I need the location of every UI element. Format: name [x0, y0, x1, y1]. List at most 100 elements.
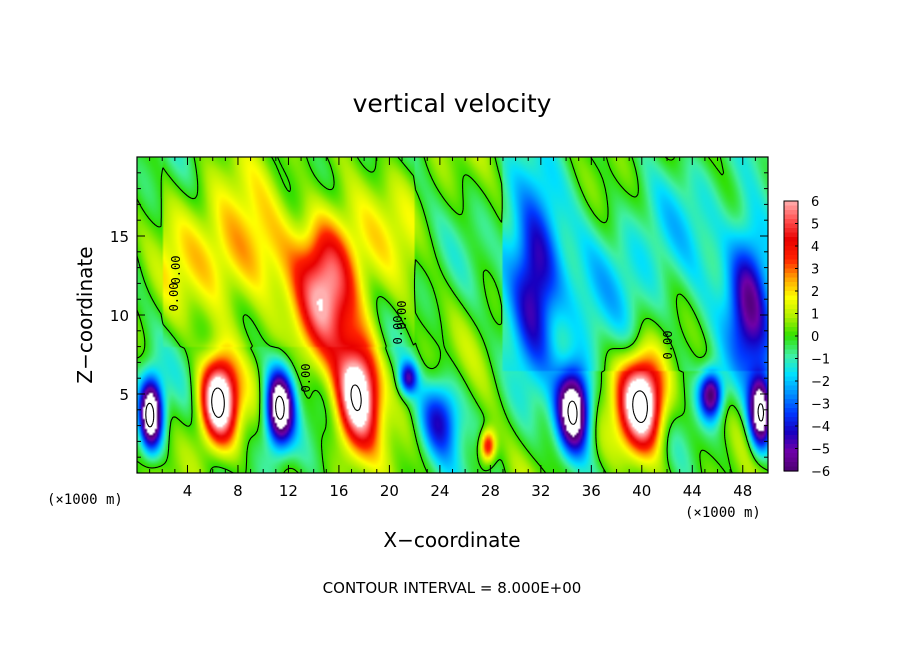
colorbar-segment-38 — [784, 372, 798, 378]
contour-label-2: 0.00 — [395, 301, 409, 330]
x-tick-label-6: 28 — [481, 482, 500, 500]
colorbar-segment-33 — [784, 349, 798, 355]
colorbar-segment-59 — [784, 466, 798, 472]
colorbar-label-8: −2 — [811, 375, 830, 390]
colorbar-segment-47 — [784, 412, 798, 418]
x-tick-label-7: 32 — [531, 482, 550, 500]
colorbar-segment-3 — [784, 214, 798, 220]
colorbar-segment-35 — [784, 358, 798, 364]
colorbar-segment-45 — [784, 403, 798, 409]
colorbar-segment-22 — [784, 300, 798, 306]
colorbar: 6 5 4 3 2 1 0 −1 −2 −3 −4 −5 −6 — [783, 195, 830, 480]
colorbar-label-9: −3 — [811, 398, 830, 413]
x-tick-label-8: 36 — [582, 482, 601, 500]
colorbar-label-3: 3 — [811, 263, 819, 278]
chart-title: vertical velocity — [353, 89, 552, 118]
x-axis-title: X−coordinate — [383, 528, 520, 552]
contour-label-0: 0.00 — [167, 283, 181, 312]
y-axis-title: Z−coordinate — [73, 246, 97, 383]
colorbar-segment-55 — [784, 448, 798, 454]
contour-labels: 0.000.000.000.000.000.00 — [167, 256, 675, 393]
colorbar-segment-40 — [784, 381, 798, 387]
x-tick-label-9: 40 — [632, 482, 651, 500]
colorbar-segment-43 — [784, 394, 798, 400]
colorbar-label-4: 2 — [811, 285, 819, 300]
colorbar-label-0: 6 — [811, 195, 819, 210]
colorbar-label-11: −5 — [811, 443, 830, 458]
colorbar-segment-25 — [784, 313, 798, 319]
colorbar-segment-13 — [784, 259, 798, 265]
colorbar-segment-10 — [784, 246, 798, 252]
y-tick-label-1: 10 — [110, 307, 129, 325]
y-axis-ticks: 5 10 15 — [110, 172, 768, 458]
y-tick-label-0: 5 — [119, 386, 129, 404]
colorbar-segment-7 — [784, 232, 798, 238]
colorbar-segment-27 — [784, 322, 798, 328]
colorbar-label-12: −6 — [811, 465, 830, 480]
x-tick-label-1: 8 — [233, 482, 243, 500]
colorbar-segment-11 — [784, 250, 798, 256]
colorbar-segment-42 — [784, 390, 798, 396]
x-tick-label-5: 24 — [430, 482, 449, 500]
colorbar-segment-0 — [784, 201, 798, 207]
colorbar-label-6: 0 — [811, 330, 819, 345]
colorbar-segment-36 — [784, 363, 798, 369]
colorbar-segment-41 — [784, 385, 798, 391]
plot-area: 0.000.000.000.000.000.00 4 8 12 16 20 24 28 32 3… — [110, 156, 769, 500]
colorbar-segment-18 — [784, 282, 798, 288]
colorbar-segment-19 — [784, 286, 798, 292]
colorbar-segment-30 — [784, 336, 798, 342]
colorbar-segment-31 — [784, 340, 798, 346]
contour-label-1: 0.00 — [299, 364, 313, 393]
colorbar-segment-28 — [784, 327, 798, 333]
colorbar-segment-20 — [784, 291, 798, 297]
x-unit-right: (×1000 m) — [685, 505, 761, 521]
colorbar-segment-53 — [784, 439, 798, 445]
colorbar-segment-58 — [784, 462, 798, 468]
colorbar-segment-37 — [784, 367, 798, 373]
colorbar-segment-54 — [784, 444, 798, 450]
heatmap-field — [137, 157, 768, 473]
colorbar-segment-49 — [784, 421, 798, 427]
colorbar-segment-24 — [784, 309, 798, 315]
contour-zero — [137, 157, 768, 473]
x-tick-label-2: 12 — [279, 482, 298, 500]
colorbar-segment-15 — [784, 268, 798, 274]
contour-lines — [137, 157, 768, 473]
colorbar-segment-5 — [784, 223, 798, 229]
colorbar-label-2: 4 — [811, 240, 819, 255]
colorbar-segment-6 — [784, 228, 798, 234]
contour-label-4: 0.00 — [169, 256, 183, 285]
colorbar-segment-1 — [784, 205, 798, 211]
colorbar-label-10: −4 — [811, 420, 830, 435]
colorbar-segment-56 — [784, 453, 798, 459]
colorbar-label-5: 1 — [811, 308, 819, 323]
colorbar-segment-8 — [784, 237, 798, 243]
colorbar-segment-48 — [784, 417, 798, 423]
colorbar-segment-46 — [784, 408, 798, 414]
x-tick-label-4: 20 — [380, 482, 399, 500]
colorbar-segment-57 — [784, 457, 798, 463]
x-tick-label-0: 4 — [183, 482, 193, 500]
x-tick-label-3: 16 — [329, 482, 348, 500]
x-tick-label-11: 48 — [733, 482, 752, 500]
contour-positive-8 — [211, 384, 648, 424]
colorbar-segment-21 — [784, 295, 798, 301]
x-tick-label-10: 44 — [683, 482, 702, 500]
contour-negative-8 — [145, 395, 765, 428]
x-unit-left: (×1000 m) — [47, 492, 123, 508]
colorbar-segment-4 — [784, 219, 798, 225]
colorbar-label-1: 5 — [811, 218, 819, 233]
colorbar-segment-2 — [784, 210, 798, 216]
contour-label-3: 0.00 — [391, 316, 405, 345]
colorbar-segment-29 — [784, 331, 798, 337]
colorbar-segment-32 — [784, 345, 798, 351]
contour-label-5: 0.00 — [661, 331, 675, 360]
colorbar-segment-52 — [784, 435, 798, 441]
colorbar-segment-34 — [784, 354, 798, 360]
colorbar-segment-44 — [784, 399, 798, 405]
colorbar-segment-12 — [784, 255, 798, 261]
colorbar-segment-39 — [784, 376, 798, 382]
colorbar-segment-16 — [784, 273, 798, 279]
